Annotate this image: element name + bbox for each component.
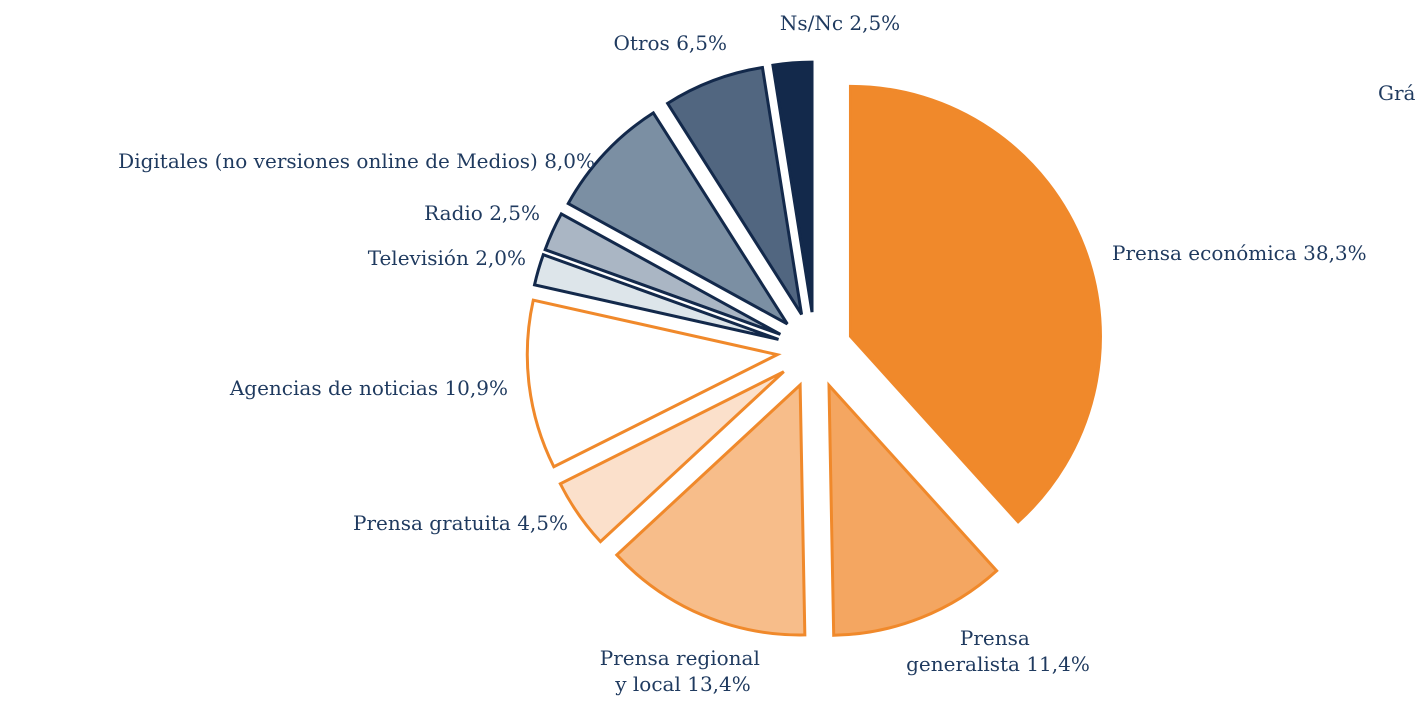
slice-label: Prensa regional y local 13,4%	[600, 646, 766, 696]
pie-slice	[525, 298, 782, 469]
pie-slice	[566, 110, 789, 326]
slice-category: Digitales (no versiones online de Medios…	[118, 149, 538, 173]
pie-slice	[614, 381, 807, 637]
slice-value-label: 13,4%	[687, 672, 751, 696]
pie-slice	[827, 381, 999, 637]
pie-slice	[558, 370, 785, 544]
chart-title: Grá	[1378, 81, 1416, 105]
slice-label: Ns/Nc 2,5%	[780, 11, 900, 35]
pie-slice	[532, 252, 780, 341]
slice-category: Agencias de noticias	[229, 376, 438, 400]
slice-label: Radio 2,5%	[424, 201, 540, 225]
slice-value-label: 4,5%	[517, 511, 568, 535]
slice-value-label: 2,0%	[475, 246, 526, 270]
pie-slice	[543, 211, 782, 336]
slice-value-label: 2,5%	[849, 11, 900, 35]
slice-category: Televisión	[368, 246, 469, 270]
slice-category: Prensa económica	[1112, 241, 1297, 265]
slice-label: Agencias de noticias 10,9%	[229, 376, 508, 400]
slice-value-label: 8,0%	[544, 149, 595, 173]
slice-category: Prensa gratuita	[353, 511, 511, 535]
pie-slice	[665, 65, 804, 316]
slice-category: Otros	[614, 31, 670, 55]
slice-value-label: 2,5%	[489, 201, 540, 225]
slice-value-label: 6,5%	[676, 31, 727, 55]
slice-value-label: 11,4%	[1026, 652, 1090, 676]
pie-slice	[848, 84, 1102, 524]
slice-label: Digitales (no versiones online de Medios…	[118, 149, 595, 173]
pie-slice	[771, 60, 814, 313]
slice-value-label: 38,3%	[1303, 241, 1367, 265]
slice-label: Televisión 2,0%	[368, 246, 526, 270]
slice-label: Prensa económica 38,3%	[1112, 241, 1367, 265]
slice-label: Prensa generalista 11,4%	[906, 626, 1090, 676]
slice-value-label: 10,9%	[444, 376, 508, 400]
slice-label: Otros 6,5%	[614, 31, 727, 55]
slice-category: Radio	[424, 201, 483, 225]
slice-category: Prensa generalista	[906, 626, 1036, 676]
slice-category: Ns/Nc	[780, 11, 843, 35]
slice-label: Prensa gratuita 4,5%	[353, 511, 568, 535]
slice-category: Prensa regional y local	[600, 646, 766, 696]
